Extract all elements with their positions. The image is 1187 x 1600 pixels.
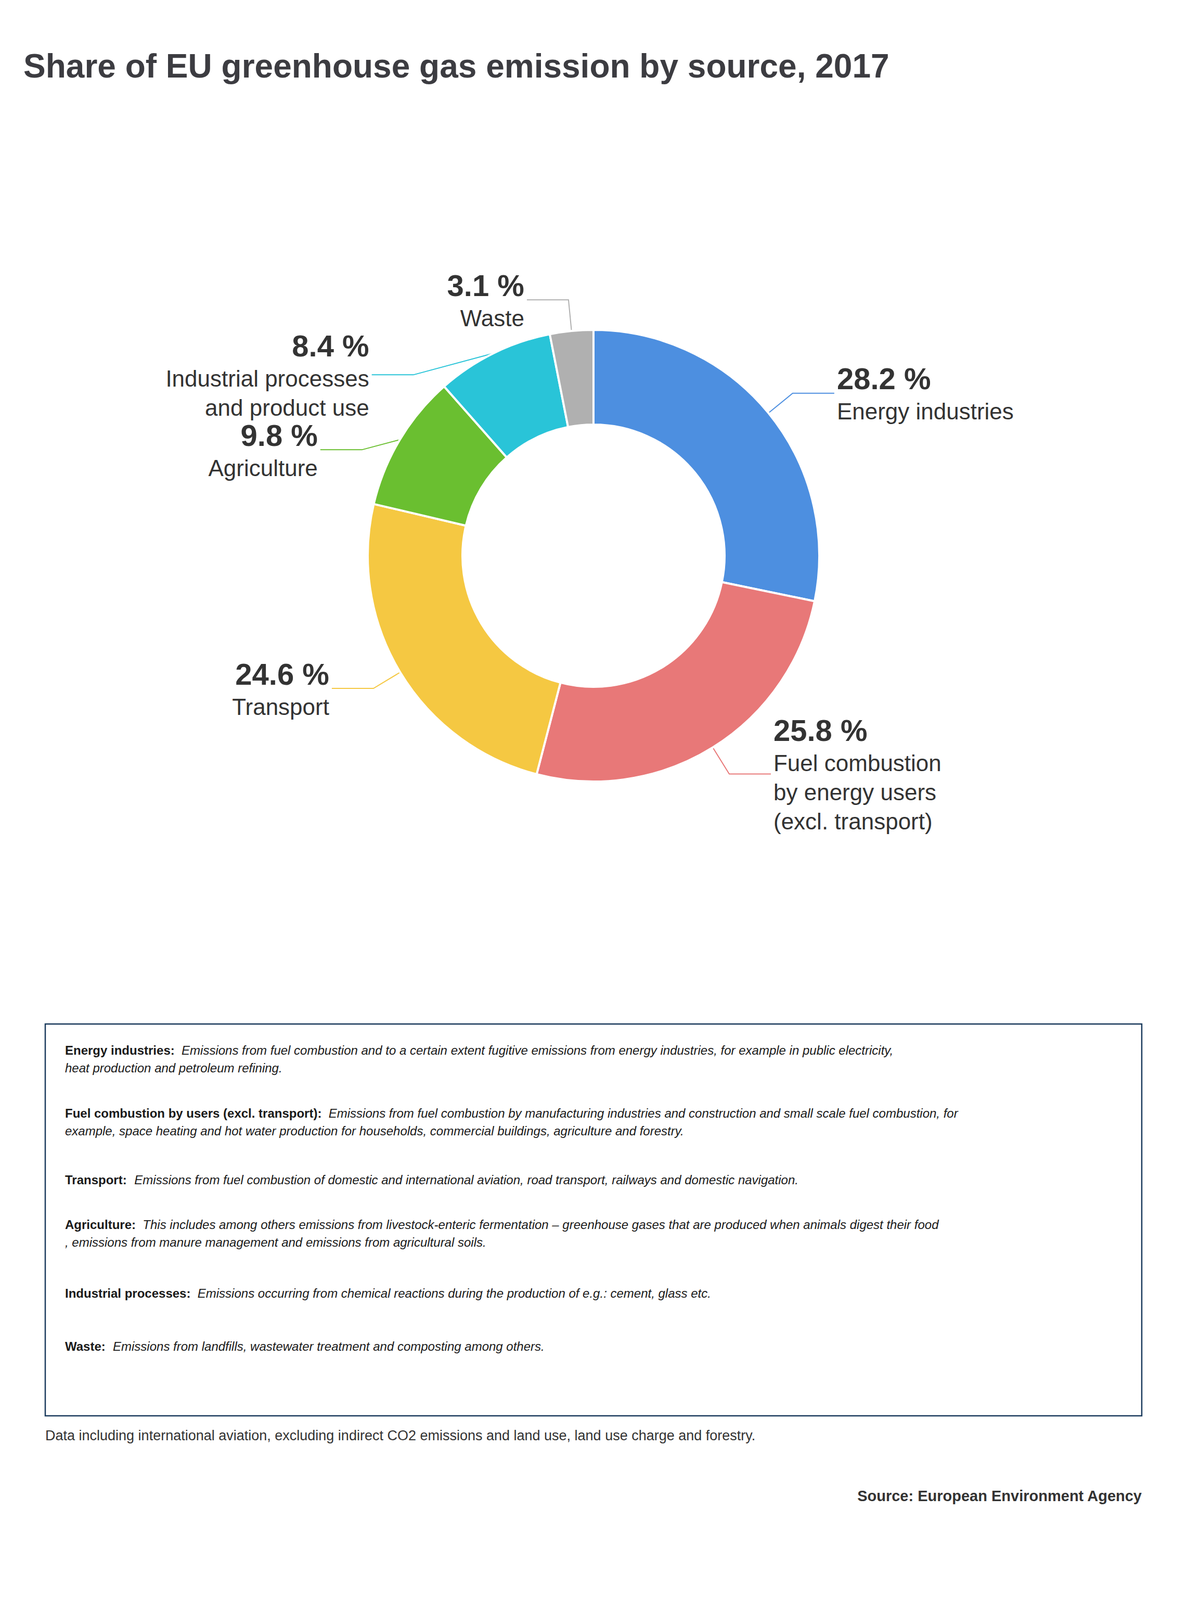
svg-text:example, space heating and hot: example, space heating and hot water pro…	[65, 1123, 685, 1138]
svg-text:This includes among others emi: This includes among others emissions fro…	[142, 1217, 939, 1232]
svg-text:Fuel combustion by users (excl: Fuel combustion by users (excl. transpor…	[65, 1105, 322, 1120]
svg-text:(excl. transport): (excl. transport)	[773, 808, 933, 834]
svg-text:Emissions from fuel combustion: Emissions from fuel combustion and to a …	[181, 1042, 897, 1057]
svg-text:Waste:: Waste:	[65, 1338, 106, 1353]
svg-text:Agriculture: Agriculture	[208, 455, 318, 481]
svg-text:24.6 %: 24.6 %	[235, 656, 330, 691]
svg-text:Data including international a: Data including international aviation, e…	[45, 1427, 756, 1443]
svg-text:Industrial processes:: Industrial processes:	[65, 1285, 191, 1300]
svg-text:heat production and petroleum: heat production and petroleum refining.	[65, 1060, 283, 1075]
svg-text:Transport: Transport	[231, 693, 330, 720]
svg-text:Share of EU greenhouse gas emi: Share of EU greenhouse gas emission by s…	[23, 47, 890, 85]
svg-text:Energy industries:: Energy industries:	[65, 1042, 175, 1057]
svg-text:Emissions from fuel combustion: Emissions from fuel combustion of domest…	[134, 1172, 799, 1187]
svg-text:25.8 %: 25.8 %	[773, 713, 868, 747]
svg-text:Industrial processes: Industrial processes	[165, 365, 369, 392]
svg-text:9.8 %: 9.8 %	[240, 418, 318, 453]
svg-text:Emissions from landfills, wast: Emissions from landfills, wastewater tre…	[112, 1338, 545, 1353]
svg-text:by energy users: by energy users	[773, 779, 937, 805]
svg-text:Fuel combustion: Fuel combustion	[773, 750, 942, 776]
svg-text:3.1 %: 3.1 %	[447, 268, 525, 303]
svg-text:Waste: Waste	[460, 305, 525, 331]
svg-text:Emissions from fuel combustion: Emissions from fuel combustion by manufa…	[328, 1105, 962, 1120]
svg-text:8.4 %: 8.4 %	[291, 328, 369, 363]
svg-text:Transport:: Transport:	[65, 1172, 127, 1187]
svg-text:, emissions from manure manage: , emissions from manure management and e…	[65, 1234, 487, 1249]
svg-text:Energy industries: Energy industries	[836, 398, 1014, 424]
svg-text:Emissions occurring from chemi: Emissions occurring from chemical reacti…	[197, 1285, 712, 1300]
svg-text:Source: European Environment A: Source: European Environment Agency	[857, 1487, 1142, 1504]
svg-text:28.2 %: 28.2 %	[836, 361, 932, 396]
svg-text:Agriculture:: Agriculture:	[65, 1217, 136, 1232]
svg-text:and product use: and product use	[204, 394, 370, 421]
